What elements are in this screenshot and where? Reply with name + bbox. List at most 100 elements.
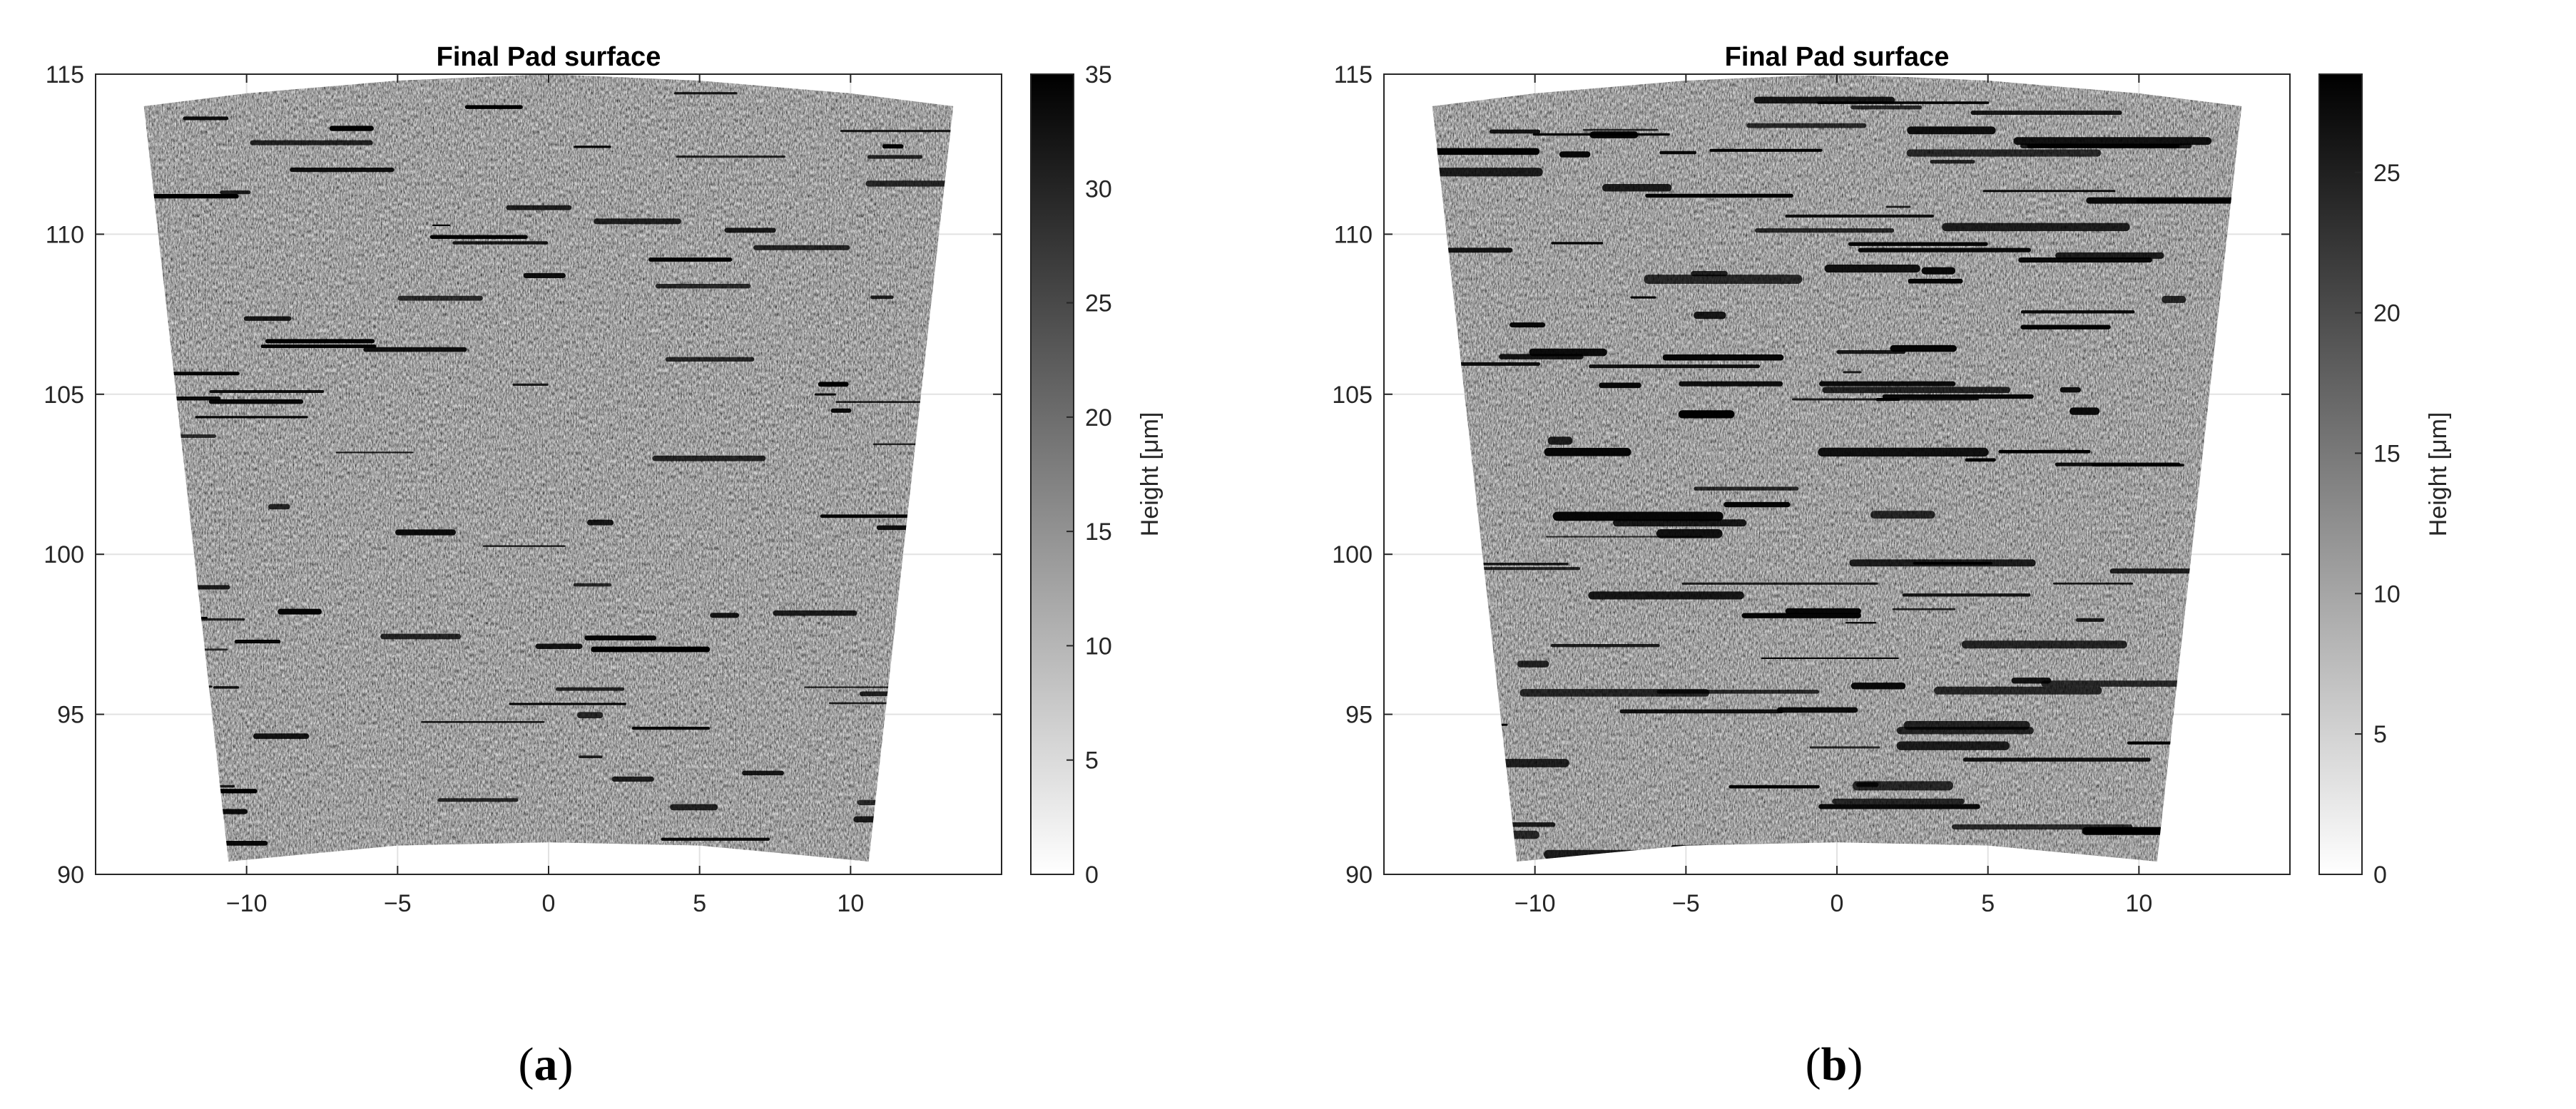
panel-label-b: (b) [1805, 1038, 1863, 1090]
colorbar-label: Height [μm] [2425, 412, 2452, 537]
surface-streak [1896, 741, 2010, 750]
colorbar-tick-label: 15 [2373, 440, 2401, 467]
colorbar-tick-label: 0 [2373, 862, 2387, 889]
y-tick-label: 110 [1334, 221, 1373, 248]
surface-streak [394, 529, 457, 536]
surface-streak [290, 168, 394, 173]
surface-streak [2011, 678, 2052, 684]
surface-streak [2027, 143, 2180, 148]
surface-streak [773, 610, 857, 616]
y-tick-label: 105 [1332, 382, 1373, 409]
colorbar-tick-label: 25 [1085, 290, 1112, 317]
surface-streak [220, 190, 251, 195]
surface-streak [1630, 296, 1656, 299]
surface-streak [1588, 591, 1744, 600]
surface-streak [676, 155, 786, 158]
chart-title: Final Pad surface [1725, 42, 1950, 72]
surface-streak [195, 618, 245, 621]
x-tick-label: −5 [1672, 890, 1700, 917]
surface-streak [329, 126, 374, 131]
surface-texture [1432, 74, 2242, 862]
surface-streak [555, 687, 625, 691]
surface-streak [1848, 242, 1988, 246]
surface-streak [1754, 228, 1895, 233]
surface-streak [2055, 252, 2164, 259]
surface-streak [1913, 561, 1992, 565]
surface-streak [1589, 364, 1761, 369]
surface-streak [243, 316, 292, 321]
surface-streak [1819, 381, 1956, 387]
surface-streak [2013, 137, 2212, 145]
surface-streak [1550, 644, 1660, 648]
surface-streak [1678, 410, 1735, 419]
surface-streak [1679, 381, 1783, 387]
surface-streak [1519, 689, 1710, 697]
surface-streak [363, 347, 467, 352]
surface-streak [584, 635, 657, 640]
surface-streak [1824, 265, 1920, 273]
surface-streak [742, 770, 784, 776]
surface-streak [1818, 447, 1989, 457]
surface-streak [268, 504, 290, 510]
surface-streak [724, 228, 776, 233]
surface-streak [2060, 387, 2081, 393]
surface-streak [178, 434, 216, 438]
x-tick-label: 0 [1831, 890, 1844, 917]
surface-streak [535, 643, 583, 650]
surface-streak [1583, 128, 1659, 131]
surface-streak [818, 382, 849, 387]
colorbar [1030, 73, 1074, 875]
surface-streak [397, 295, 483, 301]
surface-streak [253, 733, 310, 740]
surface-streak [865, 180, 954, 187]
surface-streak [1709, 148, 1823, 152]
surface-streak [1858, 247, 2031, 252]
surface-streak [1742, 785, 1796, 788]
surface-streak [278, 608, 322, 615]
surface-streak [1896, 727, 2034, 735]
y-tick-label: 100 [1332, 541, 1373, 568]
surface-streak [1544, 448, 1631, 456]
surface-streak [1906, 149, 2102, 157]
surface-streak [512, 383, 549, 386]
surface-streak [1892, 608, 1956, 610]
surface-streak [250, 140, 373, 145]
surface-streak [1662, 354, 1784, 361]
x-tick-label: −10 [1514, 890, 1556, 917]
surface-streak [2086, 197, 2242, 204]
x-tick-label: −5 [384, 890, 412, 917]
surface-streak [1489, 129, 1541, 134]
surface-streak [867, 155, 923, 159]
surface-streak [2020, 324, 2111, 329]
y-tick-label: 95 [57, 702, 84, 729]
surface-heatmap [1432, 74, 2242, 862]
surface-streak [670, 804, 718, 811]
surface-streak [1930, 160, 1975, 164]
surface-streak [1724, 501, 1791, 508]
surface-streak [1510, 322, 1546, 328]
surface-streak [2020, 310, 2135, 314]
surface-streak [1818, 804, 1980, 809]
surface-streak [857, 799, 877, 805]
colorbar-tick-label: 10 [1085, 633, 1112, 660]
surface-streak [652, 455, 766, 461]
surface-streak [1850, 683, 1906, 690]
surface-streak [814, 393, 836, 396]
x-tick-label: 5 [693, 890, 706, 917]
surface-streak [710, 613, 740, 618]
surface-streak [1599, 382, 1641, 389]
y-tick-label: 90 [57, 862, 84, 889]
surface-streak [183, 116, 229, 121]
surface-streak [1495, 759, 1569, 767]
surface-streak [1746, 123, 1867, 128]
surface-streak [1843, 371, 1862, 374]
surface-streak [523, 272, 566, 279]
surface-streak [674, 92, 738, 95]
surface-streak [209, 389, 325, 394]
surface-streak [579, 755, 603, 759]
surface-streak [213, 686, 240, 689]
surface-streak [432, 224, 451, 226]
surface-streak [2055, 462, 2181, 466]
surface-streak [1998, 449, 2091, 454]
colorbar-tick-label: 25 [2373, 160, 2401, 187]
